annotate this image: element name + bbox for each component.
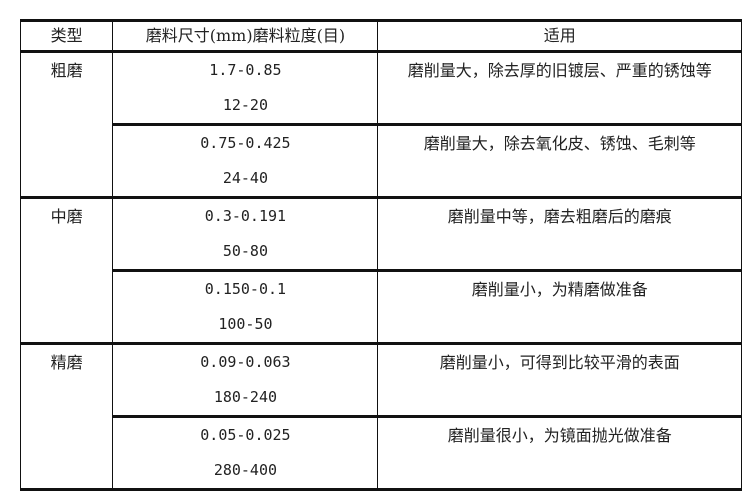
header-use: 适用 bbox=[377, 19, 742, 53]
grinding-table: 类型 磨料尺寸(mm)磨料粒度(目) 适用 粗磨 1.7-0.85 12-20 磨… bbox=[19, 19, 742, 491]
use-cell: 磨削量小，为精磨做准备 bbox=[377, 269, 742, 345]
grit-value: 180-240 bbox=[213, 388, 278, 406]
use-cell: 磨削量大，除去厚的旧镀层、严重的锈蚀等 bbox=[377, 50, 742, 126]
header-row: 类型 磨料尺寸(mm)磨料粒度(目) 适用 bbox=[19, 19, 742, 53]
use-cell: 磨削量大，除去氧化皮、锈蚀、毛刺等 bbox=[377, 123, 742, 199]
grit-value: 24-40 bbox=[222, 169, 268, 187]
size-value: 0.05-0.025 bbox=[200, 426, 291, 444]
header-type: 类型 bbox=[19, 19, 114, 53]
table-row: 0.05-0.025 280-400 磨削量很小，为镜面抛光做准备 bbox=[21, 415, 742, 491]
size-value: 0.3-0.191 bbox=[204, 207, 287, 225]
table-row: 0.150-0.1 100-50 磨削量小，为精磨做准备 bbox=[21, 269, 742, 345]
grit-value: 100-50 bbox=[218, 315, 273, 333]
header-size-grit: 磨料尺寸(mm)磨料粒度(目) bbox=[112, 19, 379, 53]
use-cell: 磨削量中等，磨去粗磨后的磨痕 bbox=[377, 196, 742, 272]
type-cell: 粗磨 bbox=[19, 50, 114, 199]
size-grit-cell: 0.09-0.063 180-240 bbox=[112, 342, 379, 418]
table-row: 粗磨 1.7-0.85 12-20 磨削量大，除去厚的旧镀层、严重的锈蚀等 bbox=[19, 50, 742, 199]
grit-value: 12-20 bbox=[222, 96, 268, 114]
table-row: 0.75-0.425 24-40 磨削量大，除去氧化皮、锈蚀、毛刺等 bbox=[21, 123, 742, 199]
size-value: 0.75-0.425 bbox=[200, 134, 291, 152]
type-label: 粗磨 bbox=[50, 61, 83, 80]
type-cell: 中磨 bbox=[19, 196, 114, 345]
size-grit-cell: 0.05-0.025 280-400 bbox=[112, 415, 379, 491]
type-label: 中磨 bbox=[50, 207, 83, 226]
size-grit-cell: 0.150-0.1 100-50 bbox=[112, 269, 379, 345]
use-cell: 磨削量很小，为镜面抛光做准备 bbox=[377, 415, 742, 491]
table-row: 精磨 0.09-0.063 180-240 磨削量小，可得到比较平滑的表面 bbox=[19, 342, 742, 491]
table-row: 中磨 0.3-0.191 50-80 磨削量中等，磨去粗磨后的磨痕 bbox=[19, 196, 742, 345]
type-cell: 精磨 bbox=[19, 342, 114, 491]
grit-value: 50-80 bbox=[222, 242, 268, 260]
size-value: 0.09-0.063 bbox=[200, 353, 291, 371]
size-value: 1.7-0.85 bbox=[209, 61, 282, 79]
type-label: 精磨 bbox=[50, 353, 83, 372]
size-grit-cell: 0.3-0.191 50-80 bbox=[112, 196, 379, 272]
use-cell: 磨削量小，可得到比较平滑的表面 bbox=[377, 342, 742, 418]
grit-value: 280-400 bbox=[213, 461, 278, 479]
size-grit-cell: 1.7-0.85 12-20 bbox=[112, 50, 379, 126]
size-value: 0.150-0.1 bbox=[204, 280, 287, 298]
size-grit-cell: 0.75-0.425 24-40 bbox=[112, 123, 379, 199]
